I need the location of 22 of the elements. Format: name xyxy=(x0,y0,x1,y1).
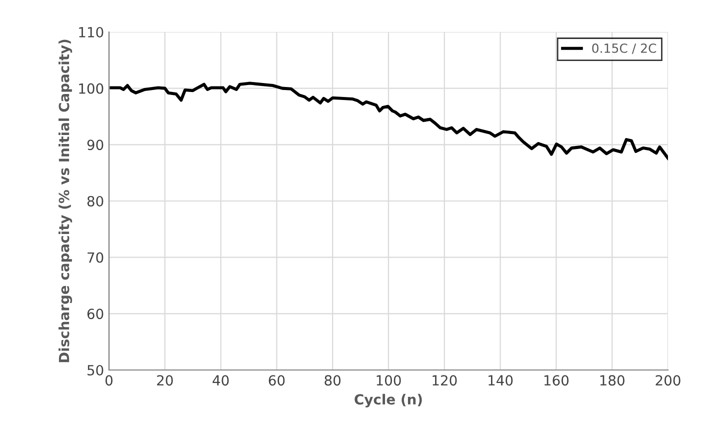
y-tick-label: 110 xyxy=(79,26,104,38)
y-tick-label: 50 xyxy=(88,364,104,376)
x-tick-label: 200 xyxy=(656,375,680,386)
x-tick-label: 40 xyxy=(212,375,229,386)
y-tick-label: 70 xyxy=(88,252,104,263)
y-tick-label: 80 xyxy=(87,196,104,206)
y-tick-label: 100 xyxy=(79,83,104,94)
x-tick-label: 140 xyxy=(488,375,513,386)
x-tick-label: 60 xyxy=(268,375,285,386)
x-tick-label: 20 xyxy=(157,375,173,386)
y-tick-label: 90 xyxy=(87,140,104,150)
line-series xyxy=(110,82,668,160)
x-tick-label: 120 xyxy=(432,375,457,386)
y-tick-label: 60 xyxy=(87,308,104,320)
x-tick-label: 160 xyxy=(544,375,569,386)
x-tick-label: 80 xyxy=(324,375,341,386)
legend-label: 0.15C / 2C xyxy=(592,43,656,54)
x-tick-label: 0 xyxy=(105,375,112,386)
x-axis-title: Cycle (n) xyxy=(354,394,422,408)
x-tick-label: 180 xyxy=(600,375,624,386)
x-tick-label: 100 xyxy=(376,375,401,386)
y-axis-title: Discharge capacity (% vs Initial Capacity) xyxy=(58,40,72,362)
